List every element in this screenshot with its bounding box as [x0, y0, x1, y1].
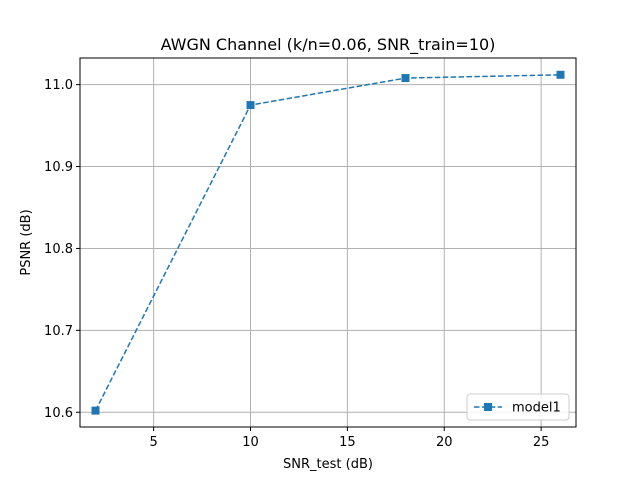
data-point-marker — [401, 74, 410, 83]
legend-marker — [484, 403, 492, 411]
plot-frame — [79, 57, 577, 428]
x-tick-label: 10 — [242, 435, 259, 450]
x-axis-label: SNR_test (dB) — [283, 457, 373, 472]
series-layer — [91, 70, 565, 415]
legend-box — [466, 393, 570, 421]
ticks: 5 10 15 20 25 10.6 10.7 10.8 10.9 11.0 — [44, 78, 549, 450]
y-tick-label: 11.0 — [44, 78, 73, 93]
y-tick-label: 10.6 — [44, 406, 73, 421]
legend-label: model1 — [512, 401, 561, 416]
data-point-marker — [246, 101, 255, 110]
x-tick-label: 25 — [533, 435, 550, 450]
plot-area — [80, 58, 576, 427]
y-tick-label: 10.9 — [44, 160, 73, 175]
x-tick-label: 5 — [149, 435, 157, 450]
data-point-marker — [91, 406, 100, 415]
grid — [80, 58, 576, 427]
series-line — [94, 74, 561, 411]
x-tick-label: 15 — [339, 435, 356, 450]
chart-title: AWGN Channel (k/n=0.06, SNR_train=10) — [161, 35, 496, 55]
legend: model1 — [466, 393, 570, 421]
y-tick-label: 10.8 — [44, 242, 73, 257]
y-axis-label: PSNR (dB) — [19, 209, 34, 275]
x-tick-label: 20 — [436, 435, 453, 450]
data-point-marker — [556, 70, 565, 79]
y-tick-label: 10.7 — [44, 324, 73, 339]
